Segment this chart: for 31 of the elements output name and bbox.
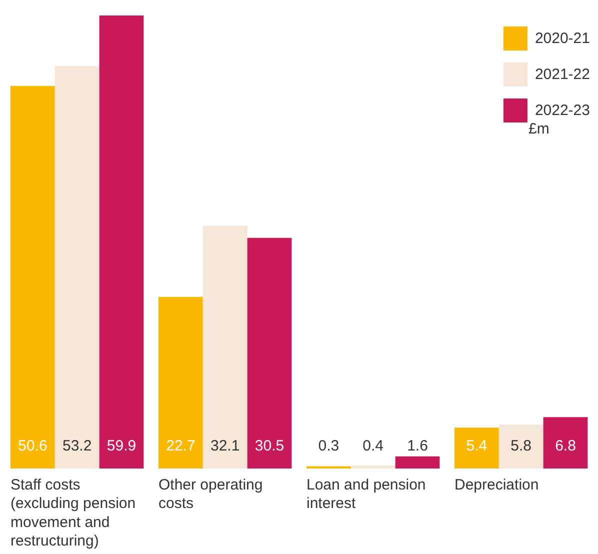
x-tick-label: Loan and pension interest [306, 476, 426, 512]
data-label: 32.1 [210, 438, 240, 454]
data-label: 5.8 [510, 438, 532, 454]
legend-label: 2020-21 [534, 30, 590, 46]
data-label: 1.6 [407, 438, 428, 454]
annotation: £m [528, 120, 550, 138]
bar [454, 428, 499, 468]
data-label: 59.9 [106, 438, 136, 454]
x-tick-label: Other operating costs [158, 476, 263, 512]
data-label: 0.3 [318, 438, 340, 454]
bar [395, 456, 440, 468]
x-tick-label: Depreciation [454, 476, 539, 494]
bar [158, 296, 203, 468]
bar [10, 86, 55, 468]
data-label: 30.5 [254, 438, 284, 454]
data-label: 22.7 [166, 438, 196, 454]
data-label: 53.2 [62, 438, 92, 454]
legend-label: 2022-23 [534, 102, 590, 118]
data-label: 0.4 [362, 438, 384, 454]
x-tick-label: Staff costs (excluding pension movement and restructuring) [10, 476, 136, 550]
bar [247, 238, 292, 468]
data-label: 5.4 [466, 438, 488, 454]
data-label: 6.8 [555, 438, 576, 454]
bar [543, 417, 588, 468]
data-label: 50.6 [18, 438, 48, 454]
bar [99, 16, 144, 468]
bar [202, 226, 248, 468]
bar [498, 424, 544, 468]
legend-label: 2021-22 [534, 66, 590, 82]
bar [350, 465, 396, 468]
bar [54, 66, 100, 468]
